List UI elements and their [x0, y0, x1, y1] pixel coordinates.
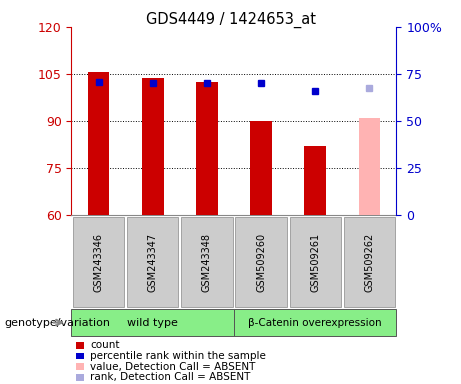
Bar [304, 146, 326, 215]
Text: GSM243346: GSM243346 [94, 233, 104, 291]
Text: GSM509260: GSM509260 [256, 233, 266, 291]
Text: count: count [90, 340, 119, 350]
Text: GSM243347: GSM243347 [148, 233, 158, 291]
Text: value, Detection Call = ABSENT: value, Detection Call = ABSENT [90, 362, 255, 372]
Text: percentile rank within the sample: percentile rank within the sample [90, 351, 266, 361]
Text: GSM243348: GSM243348 [202, 233, 212, 291]
Bar [196, 82, 218, 215]
Text: rank, Detection Call = ABSENT: rank, Detection Call = ABSENT [90, 372, 250, 382]
Text: wild type: wild type [127, 318, 178, 328]
Text: GSM509262: GSM509262 [364, 232, 374, 292]
Bar [250, 121, 272, 215]
Bar [88, 72, 109, 215]
Text: genotype/variation: genotype/variation [5, 318, 111, 328]
Text: β-Catenin overexpression: β-Catenin overexpression [248, 318, 382, 328]
Bar [142, 78, 164, 215]
Bar [359, 118, 380, 215]
Text: GDS4449 / 1424653_at: GDS4449 / 1424653_at [146, 12, 315, 28]
Text: GSM509261: GSM509261 [310, 233, 320, 291]
